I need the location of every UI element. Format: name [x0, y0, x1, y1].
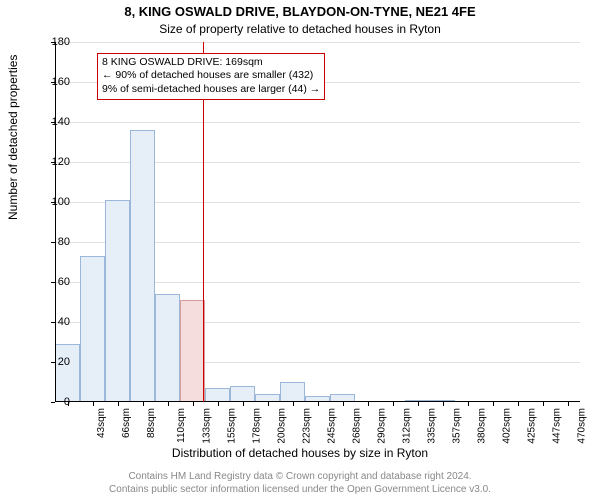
- x-tick-label: 178sqm: [251, 408, 262, 444]
- x-tick: [493, 402, 494, 406]
- x-tick: [443, 402, 444, 406]
- x-tick: [343, 402, 344, 406]
- x-tick: [193, 402, 194, 406]
- x-tick: [118, 402, 119, 406]
- x-tick-label: 290sqm: [376, 408, 387, 444]
- histogram-bar: [80, 256, 105, 402]
- footer-line-1: Contains HM Land Registry data © Crown c…: [128, 471, 471, 482]
- x-tick-label: 43sqm: [96, 408, 107, 438]
- x-tick-label: 402sqm: [501, 408, 512, 444]
- x-tick: [168, 402, 169, 406]
- y-axis-label: Number of detached properties: [6, 55, 20, 220]
- chart-container: 8, KING OSWALD DRIVE, BLAYDON-ON-TYNE, N…: [0, 0, 600, 500]
- x-tick-label: 470sqm: [576, 408, 587, 444]
- y-tick-label: 140: [40, 116, 70, 128]
- x-tick: [93, 402, 94, 406]
- y-tick-label: 20: [40, 356, 70, 368]
- x-tick: [218, 402, 219, 406]
- histogram-bar: [205, 388, 230, 402]
- chart-footer: Contains HM Land Registry data © Crown c…: [0, 470, 600, 496]
- x-tick: [243, 402, 244, 406]
- chart-title: 8, KING OSWALD DRIVE, BLAYDON-ON-TYNE, N…: [0, 4, 600, 19]
- y-tick-label: 160: [40, 76, 70, 88]
- x-tick: [468, 402, 469, 406]
- x-tick-label: 155sqm: [226, 408, 237, 444]
- y-tick-label: 120: [40, 156, 70, 168]
- annotation-line: 9% of semi-detached houses are larger (4…: [102, 83, 320, 97]
- chart-subtitle: Size of property relative to detached ho…: [0, 22, 600, 36]
- x-tick-label: 357sqm: [451, 408, 462, 444]
- grid-line: [55, 42, 580, 43]
- annotation-line: 8 KING OSWALD DRIVE: 169sqm: [102, 56, 320, 70]
- x-tick: [568, 402, 569, 406]
- x-tick-label: 66sqm: [121, 408, 132, 438]
- x-tick: [268, 402, 269, 406]
- x-tick: [543, 402, 544, 406]
- x-tick-label: 245sqm: [326, 408, 337, 444]
- x-tick: [318, 402, 319, 406]
- histogram-bar: [280, 382, 305, 402]
- x-tick-label: 223sqm: [301, 408, 312, 444]
- y-tick-label: 180: [40, 36, 70, 48]
- x-tick-label: 110sqm: [175, 408, 186, 443]
- histogram-bar: [180, 300, 205, 402]
- x-axis-label: Distribution of detached houses by size …: [0, 446, 600, 460]
- x-tick-label: 268sqm: [351, 408, 362, 444]
- annotation-box: 8 KING OSWALD DRIVE: 169sqm← 90% of deta…: [97, 53, 325, 100]
- histogram-bar: [105, 200, 130, 402]
- y-tick-label: 100: [40, 196, 70, 208]
- x-tick-label: 88sqm: [146, 408, 157, 438]
- annotation-line: ← 90% of detached houses are smaller (43…: [102, 69, 320, 83]
- x-tick-label: 380sqm: [476, 408, 487, 444]
- x-tick-label: 425sqm: [526, 408, 537, 444]
- x-tick-label: 447sqm: [551, 408, 562, 444]
- y-axis: [55, 42, 56, 402]
- grid-line: [55, 122, 580, 123]
- x-tick: [368, 402, 369, 406]
- y-tick-label: 0: [40, 396, 70, 408]
- y-tick-label: 60: [40, 276, 70, 288]
- histogram-bar: [55, 344, 80, 402]
- y-tick-label: 80: [40, 236, 70, 248]
- y-tick-label: 40: [40, 316, 70, 328]
- histogram-bar: [130, 130, 155, 402]
- x-tick-label: 335sqm: [426, 408, 437, 444]
- x-tick-label: 133sqm: [201, 408, 212, 444]
- histogram-bar: [155, 294, 180, 402]
- x-tick: [143, 402, 144, 406]
- histogram-bar: [230, 386, 255, 402]
- x-tick-label: 312sqm: [401, 408, 412, 444]
- x-tick: [418, 402, 419, 406]
- plot-area: 8 KING OSWALD DRIVE: 169sqm← 90% of deta…: [55, 42, 580, 402]
- x-tick: [293, 402, 294, 406]
- footer-line-2: Contains public sector information licen…: [109, 484, 491, 495]
- x-tick-label: 200sqm: [276, 408, 287, 444]
- x-tick: [393, 402, 394, 406]
- x-tick: [518, 402, 519, 406]
